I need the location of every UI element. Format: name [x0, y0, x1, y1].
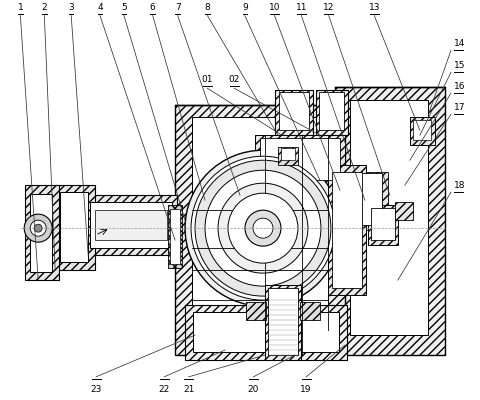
Text: 8: 8	[204, 2, 210, 12]
Bar	[413, 120, 431, 140]
Bar	[278, 147, 298, 165]
Bar	[193, 312, 339, 352]
Circle shape	[253, 218, 273, 238]
Bar	[371, 208, 395, 240]
Bar	[55, 185, 95, 270]
Circle shape	[205, 170, 321, 286]
Circle shape	[185, 150, 341, 306]
Text: 10: 10	[269, 2, 280, 12]
Text: 19: 19	[300, 385, 312, 394]
Bar	[281, 148, 295, 160]
Circle shape	[191, 156, 335, 300]
Bar	[279, 92, 309, 130]
Text: 14: 14	[454, 39, 466, 48]
Text: 01: 01	[202, 75, 213, 84]
Bar	[300, 302, 320, 320]
Bar	[368, 205, 398, 245]
Text: 12: 12	[323, 2, 335, 12]
Bar	[255, 135, 345, 185]
Bar	[60, 192, 88, 262]
Bar	[268, 288, 298, 355]
Text: 22: 22	[158, 385, 170, 394]
Bar	[192, 117, 328, 330]
Bar	[90, 202, 172, 248]
Text: 3: 3	[68, 2, 74, 12]
Text: 9: 9	[242, 2, 248, 12]
Circle shape	[24, 214, 52, 242]
Text: 02: 02	[228, 75, 240, 84]
Text: 17: 17	[454, 103, 466, 112]
Bar	[350, 100, 428, 335]
Text: 11: 11	[296, 2, 307, 12]
Bar	[275, 90, 313, 135]
Text: 20: 20	[248, 385, 259, 394]
Circle shape	[30, 220, 46, 236]
Bar	[358, 173, 382, 225]
Text: 2: 2	[42, 2, 47, 12]
Text: 23: 23	[90, 385, 102, 394]
Bar	[260, 138, 340, 180]
Bar	[332, 172, 362, 288]
Bar	[85, 195, 177, 255]
Bar	[25, 185, 59, 280]
Circle shape	[245, 210, 281, 246]
Text: 1: 1	[17, 2, 23, 12]
Circle shape	[218, 183, 308, 273]
Bar	[185, 305, 347, 360]
Bar	[328, 165, 366, 295]
Bar	[335, 87, 445, 355]
Bar	[265, 285, 301, 360]
Text: 5: 5	[121, 2, 127, 12]
Bar	[410, 117, 435, 145]
Circle shape	[200, 165, 326, 291]
Text: 16: 16	[454, 82, 466, 91]
Bar	[175, 105, 345, 355]
Text: 4: 4	[97, 2, 103, 12]
Bar	[95, 210, 167, 240]
Text: 13: 13	[369, 2, 380, 12]
Circle shape	[228, 193, 298, 263]
Text: 7: 7	[175, 2, 180, 12]
Bar	[319, 92, 344, 130]
Bar	[352, 172, 388, 230]
Text: 6: 6	[150, 2, 156, 12]
Bar	[246, 302, 266, 320]
Text: 21: 21	[183, 385, 194, 394]
Circle shape	[195, 160, 331, 296]
Bar	[316, 90, 348, 135]
Text: 18: 18	[454, 181, 466, 190]
Bar	[395, 202, 413, 220]
Text: 15: 15	[454, 61, 466, 70]
Bar	[168, 205, 182, 268]
Bar	[30, 194, 52, 272]
Bar	[170, 209, 180, 264]
Circle shape	[34, 224, 42, 232]
